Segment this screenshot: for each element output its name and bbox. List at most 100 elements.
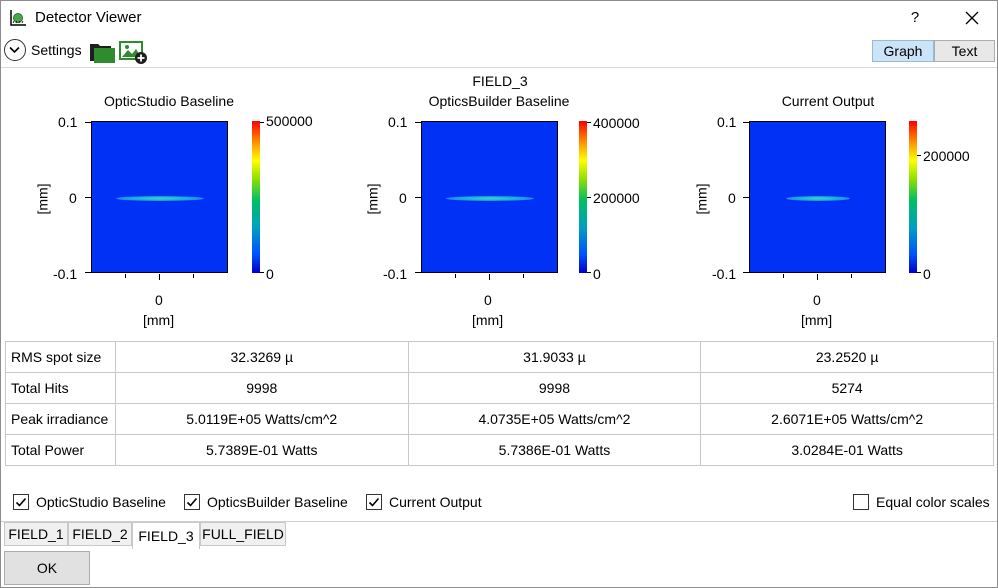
tab-text[interactable]: Text [934,40,995,62]
table-cell: 5.7389E-01 Watts [114,434,409,466]
row-label: Total Power [5,434,116,466]
plot-title-current-output: Current Output [781,93,875,109]
irradiance-map-current-output [749,121,886,273]
checkbox-label[interactable]: OpticsBuilder Baseline [207,494,348,510]
ok-button[interactable]: OK [4,551,90,585]
colorbar-tick [587,197,591,198]
chevron-down-icon [9,46,20,54]
colorbar-opticsbuilder [579,121,587,273]
colorbar-tick [917,155,921,156]
colorbar-tick-label-min: 0 [923,266,931,282]
y-axis-tick [415,272,421,273]
x-axis-tick [159,274,160,280]
x-axis-tick [455,274,456,278]
tab-field-1[interactable]: FIELD_1 [4,522,68,546]
table-cell: 9998 [114,372,409,404]
checkbox-label[interactable]: Current Output [389,494,482,510]
checkmark-icon [186,497,198,507]
checkbox-box[interactable] [184,494,200,510]
colorbar-tick-label-min: 0 [593,266,601,282]
tab-graph[interactable]: Graph [872,40,934,62]
y-tick-bottom: -0.1 [383,266,408,282]
table-cell: 5274 [700,372,994,404]
plots-area: FIELD_3 OpticStudio Baseline 0.1 0 -0.1 … [1,1,997,341]
y-axis-label: [mm] [34,183,51,215]
x-axis-tick [817,274,818,280]
x-axis-label: [mm] [472,312,504,328]
settings-expand-button[interactable] [4,39,26,61]
colorbar-tick-label-max: 400000 [593,115,640,131]
checkbox-box[interactable] [366,494,382,510]
x-axis-tick [783,274,784,278]
y-axis-label: [mm] [364,183,381,215]
table-row: Peak irradiance 5.0119E+05 Watts/cm^2 4.… [5,403,994,435]
checkmark-icon [368,497,380,507]
x-axis-tick [489,274,490,280]
colorbar-tick-label-mid: 200000 [593,190,640,206]
tab-full-field[interactable]: FULL_FIELD [200,522,286,546]
table-cell: 32.3269 µ [114,341,409,373]
settings-label[interactable]: Settings [31,42,82,58]
y-tick-bottom: -0.1 [712,266,737,282]
help-button[interactable]: ? [910,9,920,26]
checkmark-icon [15,497,27,507]
colorbar-tick [260,122,264,123]
table-cell: 31.9033 µ [407,341,702,373]
x-axis-tick [125,274,126,278]
toolbar: Settings Graph Text [1,35,997,67]
table-row: Total Hits 9998 9998 5274 [5,372,994,404]
x-tick-center: 0 [484,292,492,308]
save-image-icon[interactable] [119,39,149,65]
table-cell: 5.7386E-01 Watts [407,434,702,466]
colorbar-tick [260,272,264,273]
y-axis-label: [mm] [693,183,710,215]
x-axis-label: [mm] [143,312,175,328]
table-cell: 9998 [407,372,702,404]
beam-spot [786,196,850,201]
checkbox-box[interactable] [13,494,29,510]
checkbox-label[interactable]: Equal color scales [876,494,990,510]
y-axis-tick [415,122,421,123]
checkbox-box[interactable] [853,494,869,510]
detector-viewer-app-icon [10,10,26,26]
y-axis-tick [743,272,749,273]
x-axis-tick [193,274,194,278]
plot-title-opticsbuilder: OpticsBuilder Baseline [428,93,570,109]
x-axis-tick [523,274,524,278]
checkbox-label[interactable]: OpticStudio Baseline [36,494,166,510]
table-row: RMS spot size 32.3269 µ 31.9033 µ 23.252… [5,341,994,373]
x-tick-center: 0 [155,292,163,308]
title-bar: Detector Viewer ? [1,1,997,35]
content-divider [1,67,997,68]
y-axis-tick [85,272,91,273]
colorbar-tick-label-max: 200000 [923,148,970,164]
x-tick-center: 0 [813,292,821,308]
x-axis-tick [851,274,852,278]
y-tick-mid: 0 [728,190,736,206]
y-axis-tick [743,122,749,123]
row-label: Peak irradiance [5,403,116,435]
tab-field-2[interactable]: FIELD_2 [68,522,132,546]
colorbar-tick-label-max: 500000 [266,113,313,129]
irradiance-map-opticsbuilder [421,121,558,273]
close-icon [965,11,979,25]
colorbar-tick [587,122,591,123]
table-cell: 5.0119E+05 Watts/cm^2 [114,403,409,435]
detector-stats-table: RMS spot size 32.3269 µ 31.9033 µ 23.252… [5,341,994,466]
table-cell: 2.6071E+05 Watts/cm^2 [700,403,994,435]
window-title: Detector Viewer [35,9,142,26]
y-axis-tick [415,197,421,198]
open-folder-icon[interactable] [89,39,117,65]
tab-field-3[interactable]: FIELD_3 [132,522,200,549]
beam-spot [446,196,534,201]
colorbar-tick [587,272,591,273]
y-tick-top: 0.1 [388,114,408,130]
table-row: Total Power 5.7389E-01 Watts 5.7386E-01 … [5,434,994,466]
table-cell: 3.0284E-01 Watts [700,434,994,466]
close-button[interactable] [956,4,988,32]
field-tabs-divider [1,521,997,522]
row-label: Total Hits [5,372,116,404]
table-cell: 23.2520 µ [700,341,994,373]
y-axis-tick [85,197,91,198]
